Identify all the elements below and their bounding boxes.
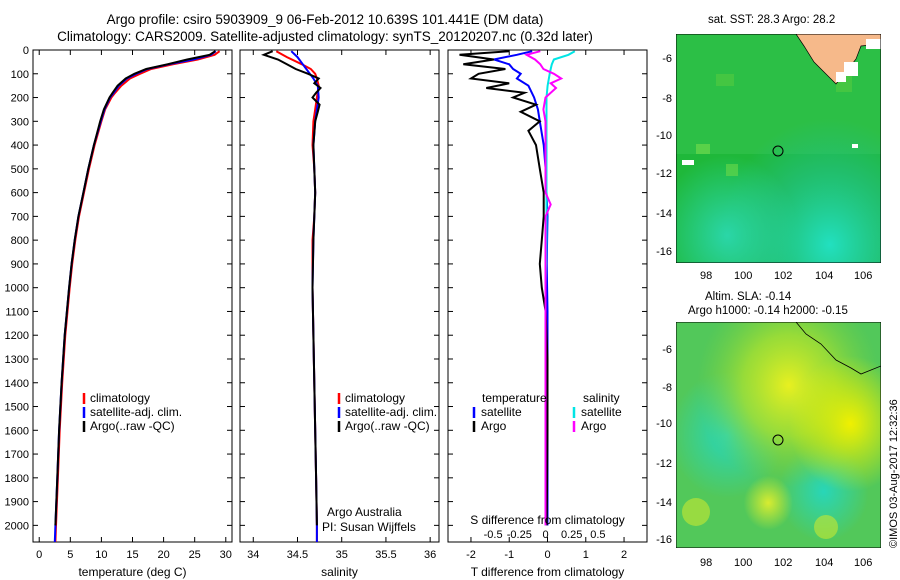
legend-label: satellite-adj. clim. — [345, 405, 437, 419]
sla-map-title-line-1: Altim. SLA: -0.14 — [705, 291, 792, 303]
series-line-argo-temperature- — [459, 50, 549, 526]
x-tick-label: -1 — [504, 549, 514, 561]
sst-xticks: 98 100 102 104 106 — [700, 270, 873, 282]
depth-tick-label: 500 — [11, 164, 29, 176]
legend-label: Argo — [481, 419, 507, 433]
depth-tick-label: 100 — [11, 69, 29, 81]
depth-tick-label: 1300 — [5, 354, 29, 366]
x-tick-label: 2 — [621, 549, 627, 561]
depth-tick-label: 0 — [23, 45, 29, 57]
t-difference-xlabel: T difference from climatology — [470, 565, 625, 579]
series-line-argo-raw-qc- — [261, 50, 322, 526]
depth-tick-label: 1400 — [5, 378, 29, 390]
temperature-frame — [32, 49, 233, 543]
legend-title-salinity: salinity — [583, 391, 620, 405]
x-tick-label: 25 — [189, 549, 201, 561]
sla-map-title-line-2: Argo h1000: -0.14 h2000: -0.15 — [688, 305, 848, 317]
x-tick-label: 0 — [36, 549, 42, 561]
depth-tick-label: 900 — [11, 259, 29, 271]
legend-label: Argo — [581, 419, 607, 433]
x-tick-label: 15 — [126, 549, 138, 561]
profile-location-marker-sla — [772, 434, 784, 446]
s-diff-tick-label: -0.25 — [507, 529, 532, 541]
temperature-xlabel: temperature (deg C) — [78, 565, 187, 579]
depth-tick-label: 1000 — [5, 283, 29, 295]
credit-line-2: PI: Susan Wijffels — [322, 520, 416, 534]
sla-yticks: -6 -8 -10 -12 -14 -16 — [656, 344, 672, 546]
title-line-2: Climatology: CARS2009. Satellite-adjuste… — [57, 29, 593, 44]
sla-map — [676, 322, 881, 548]
legend-label: Argo(..raw -QC) — [90, 419, 175, 433]
depth-tick-label: 800 — [11, 235, 29, 247]
coastline — [795, 322, 881, 375]
legend-title-temperature: temperature — [482, 391, 547, 405]
x-tick-label: 34 — [247, 549, 259, 561]
legend-label: satellite — [481, 405, 522, 419]
s-diff-tick-label: 0.25 — [561, 529, 582, 541]
title-line-1: Argo profile: csiro 5903909_9 06-Feb-201… — [106, 12, 544, 27]
salinity-xlabel: salinity — [321, 565, 358, 579]
depth-tick-label: 1200 — [5, 330, 29, 342]
series-line-satellite-temperature- — [489, 50, 549, 526]
x-tick-label: 35 — [336, 549, 348, 561]
x-tick-label: 5 — [67, 549, 73, 561]
depth-tick-label: 400 — [11, 140, 29, 152]
depth-tick-label: 200 — [11, 93, 29, 105]
x-tick-label: 30 — [220, 549, 232, 561]
depth-tick-label: 1600 — [5, 425, 29, 437]
legend-label: satellite-adj. clim. — [90, 405, 182, 419]
x-tick-label: 1 — [583, 549, 589, 561]
depth-tick-label: 300 — [11, 116, 29, 128]
legend-label: satellite — [581, 405, 622, 419]
depth-tick-label: 600 — [11, 188, 29, 200]
depth-tick-label: 1900 — [5, 497, 29, 509]
sst-map-title: sat. SST: 28.3 Argo: 28.2 — [708, 14, 836, 26]
s-diff-tick-label: 0.5 — [590, 529, 605, 541]
sst-map — [676, 34, 881, 263]
legend-label: Argo(..raw -QC) — [345, 419, 430, 433]
x-tick-label: 10 — [95, 549, 107, 561]
x-tick-label: -2 — [466, 549, 476, 561]
legend-label: climatology — [90, 391, 150, 405]
imos-timestamp: ©IMOS 03-Aug-2017 12:32:36 — [888, 399, 900, 548]
x-tick-label: 36 — [424, 549, 436, 561]
x-tick-label: 34.5 — [287, 549, 308, 561]
depth-tick-label: 1700 — [5, 449, 29, 461]
x-tick-label: 20 — [157, 549, 169, 561]
sst-yticks: -6 -8 -10 -12 -14 -16 — [656, 53, 672, 258]
depth-tick-label: 700 — [11, 211, 29, 223]
series-line-argo-salinity- — [523, 50, 564, 526]
depth-tick-label: 1800 — [5, 473, 29, 485]
s-difference-label: S difference from climatology — [470, 513, 625, 527]
depth-tick-label: 1500 — [5, 402, 29, 414]
series-line-argo-raw-qc- — [54, 50, 216, 526]
s-diff-tick-label: -0.5 — [484, 529, 503, 541]
depth-tick-label: 2000 — [5, 520, 29, 532]
sla-xticks: 98 100 102 104 106 — [700, 557, 873, 569]
legend-label: climatology — [345, 391, 405, 405]
credit-line-1: Argo Australia — [327, 505, 402, 519]
s-diff-tick-label: 0 — [542, 529, 548, 541]
x-tick-label: 35.5 — [375, 549, 396, 561]
profile-location-marker — [772, 145, 784, 157]
salinity-frame — [239, 49, 440, 543]
depth-tick-label: 1100 — [5, 306, 29, 318]
x-tick-label: 0 — [544, 549, 550, 561]
